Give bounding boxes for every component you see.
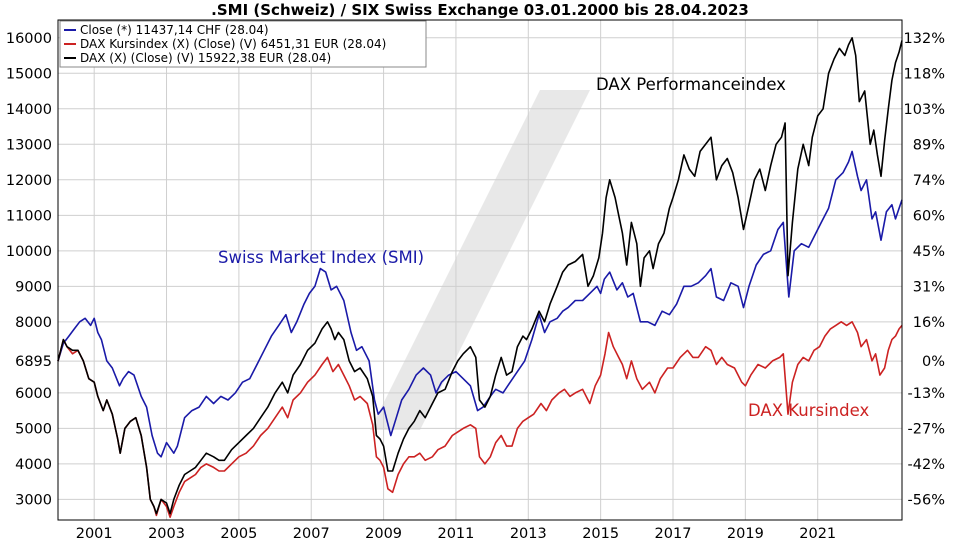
annotation-label: DAX Kursindex <box>748 401 869 420</box>
y-left-tick-label: 6895 <box>15 354 52 370</box>
y-left-tick-label: 15000 <box>6 66 52 82</box>
grid-lines <box>58 20 902 520</box>
x-tick-label: 2001 <box>76 526 113 540</box>
x-tick-label: 2015 <box>582 526 619 540</box>
y-left-tick-label: 8000 <box>15 315 52 331</box>
annotation-label: DAX Performanceindex <box>596 75 786 94</box>
series-line-2 <box>57 37 903 515</box>
y-right-tick-label: 60% <box>913 208 945 224</box>
x-tick-label: 2009 <box>365 526 402 540</box>
y-right-tick-label: -56% <box>908 492 945 508</box>
y-right-tick-label: 45% <box>913 244 945 260</box>
x-tick-label: 2003 <box>148 526 185 540</box>
y-axis-right: -56% -42% -27% -13% 0% 16% 31% 45% 60% 74% 89% 103%… <box>904 31 945 509</box>
series-line-0 <box>57 150 903 458</box>
legend-entry: DAX Kursindex (X) (Close) (V) 6451,31 EU… <box>80 37 386 51</box>
y-right-tick-label: -27% <box>908 421 945 437</box>
legend-entry: DAX (X) (Close) (V) 15922,38 EUR (28.04) <box>80 51 331 65</box>
x-tick-label: 2013 <box>510 526 547 540</box>
y-right-tick-label: -42% <box>908 457 945 473</box>
y-left-tick-label: 13000 <box>6 137 52 153</box>
legend-box <box>59 20 427 68</box>
y-right-tick-label: 132% <box>904 31 945 47</box>
x-tick-label: 2019 <box>727 526 764 540</box>
series-lines <box>57 37 903 518</box>
y-right-tick-label: 31% <box>913 279 945 295</box>
y-right-tick-label: 103% <box>904 102 945 118</box>
x-tick-label: 2017 <box>655 526 692 540</box>
y-left-tick-label: 16000 <box>6 31 52 47</box>
x-tick-label: 2007 <box>293 526 330 540</box>
y-right-tick-label: 0% <box>922 354 945 370</box>
chart-title: .SMI (Schweiz) / SIX Swiss Exchange 03.0… <box>211 1 749 19</box>
y-right-tick-label: 89% <box>913 137 945 153</box>
y-left-tick-label: 6000 <box>15 386 52 402</box>
y-right-tick-label: 74% <box>913 173 945 189</box>
series-line-1 <box>57 321 903 518</box>
y-left-tick-label: 14000 <box>6 102 52 118</box>
y-left-tick-label: 4000 <box>15 457 52 473</box>
y-left-tick-label: 12000 <box>6 173 52 189</box>
y-left-tick-label: 9000 <box>15 279 52 295</box>
y-right-tick-label: 16% <box>913 315 945 331</box>
y-left-tick-label: 10000 <box>6 244 52 260</box>
watermark-slash <box>370 90 590 430</box>
x-tick-label: 2005 <box>220 526 257 540</box>
x-axis: 2001 2003 2005 2007 2009 2011 2013 2015 2017 2019… <box>76 526 836 540</box>
legend-entry: Close (*) 11437,14 CHF (28.04) <box>80 23 269 37</box>
y-right-tick-label: -13% <box>908 386 945 402</box>
x-tick-label: 2011 <box>437 526 474 540</box>
y-left-tick-label: 3000 <box>15 492 52 508</box>
legend: Close (*) 11437,14 CHF (28.04)DAX Kursin… <box>59 20 427 68</box>
annotation-label: Swiss Market Index (SMI) <box>218 248 424 267</box>
annotations: DAX Performanceindex Swiss Market Index (… <box>218 75 869 420</box>
y-left-tick-label: 11000 <box>6 208 52 224</box>
x-tick-label: 2021 <box>799 526 836 540</box>
y-axis-left: 3000 4000 5000 6000 6895 8000 9000 10000 11000 12… <box>6 31 52 509</box>
y-left-tick-label: 5000 <box>15 421 52 437</box>
y-right-tick-label: 118% <box>904 66 945 82</box>
plot-frame <box>57 19 903 521</box>
